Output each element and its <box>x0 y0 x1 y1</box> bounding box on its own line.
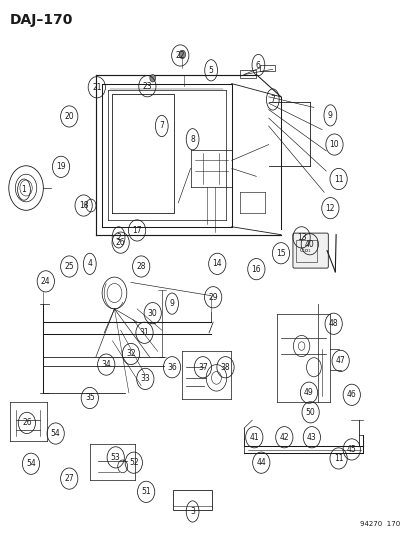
Text: 6: 6 <box>255 61 260 69</box>
Circle shape <box>150 75 155 82</box>
Text: 18: 18 <box>79 201 88 210</box>
Text: 23: 23 <box>142 82 152 91</box>
Text: 5: 5 <box>208 66 213 75</box>
Text: 14: 14 <box>212 260 221 268</box>
Text: 4: 4 <box>87 260 92 268</box>
Text: C₁o₁: C₁o₁ <box>299 248 311 253</box>
Text: 34: 34 <box>101 360 111 369</box>
Text: 11: 11 <box>333 174 342 183</box>
Text: 42: 42 <box>279 433 288 442</box>
Text: 7: 7 <box>270 95 275 104</box>
Text: 52: 52 <box>129 458 138 467</box>
Text: 10: 10 <box>329 140 339 149</box>
Text: 12: 12 <box>325 204 334 213</box>
Text: 26: 26 <box>116 238 125 247</box>
Text: DAJ–170: DAJ–170 <box>9 13 73 27</box>
Text: 32: 32 <box>126 350 135 359</box>
Text: 29: 29 <box>208 293 218 302</box>
Text: 50: 50 <box>305 408 315 417</box>
Text: 7: 7 <box>159 122 164 131</box>
Text: 21: 21 <box>92 83 101 92</box>
Text: 13: 13 <box>296 233 306 242</box>
Text: 17: 17 <box>132 226 142 235</box>
Text: 36: 36 <box>167 363 176 372</box>
Text: 54: 54 <box>26 459 36 469</box>
Text: 33: 33 <box>140 374 150 383</box>
Text: 47: 47 <box>335 357 345 366</box>
Text: 41: 41 <box>249 433 259 442</box>
Bar <box>260 65 274 71</box>
Bar <box>296 240 316 262</box>
Text: 15: 15 <box>275 249 285 258</box>
Text: 35: 35 <box>85 393 95 402</box>
Text: 45: 45 <box>346 445 356 454</box>
Text: 11: 11 <box>333 454 342 463</box>
Text: 49: 49 <box>304 388 313 397</box>
Text: 48: 48 <box>328 319 338 328</box>
Text: 27: 27 <box>64 474 74 483</box>
Text: 3: 3 <box>190 507 195 516</box>
Text: 1: 1 <box>21 185 26 194</box>
Text: 53: 53 <box>111 453 120 462</box>
Text: 25: 25 <box>64 262 74 271</box>
Text: 38: 38 <box>220 363 230 372</box>
Text: 28: 28 <box>136 262 146 271</box>
Text: 2: 2 <box>116 233 121 242</box>
Text: 31: 31 <box>139 328 149 337</box>
Text: 94270  170: 94270 170 <box>359 521 399 527</box>
Text: 46: 46 <box>346 390 356 399</box>
Text: 20: 20 <box>64 112 74 121</box>
Text: 8: 8 <box>190 135 195 144</box>
Text: 9: 9 <box>169 299 174 308</box>
Text: 40: 40 <box>304 240 314 249</box>
Circle shape <box>178 50 185 59</box>
Text: 9: 9 <box>327 111 332 120</box>
Text: 26: 26 <box>22 418 32 427</box>
Bar <box>239 70 256 78</box>
Text: 22: 22 <box>175 51 185 60</box>
Bar <box>173 490 212 511</box>
Text: 43: 43 <box>306 433 316 442</box>
Text: 37: 37 <box>197 363 207 372</box>
Text: 51: 51 <box>141 487 151 496</box>
FancyBboxPatch shape <box>292 233 328 268</box>
Text: 19: 19 <box>56 163 66 171</box>
Text: 54: 54 <box>51 429 60 438</box>
Text: 16: 16 <box>251 265 261 273</box>
Text: 30: 30 <box>147 309 157 318</box>
Text: 24: 24 <box>41 277 50 286</box>
Text: 44: 44 <box>256 458 266 467</box>
